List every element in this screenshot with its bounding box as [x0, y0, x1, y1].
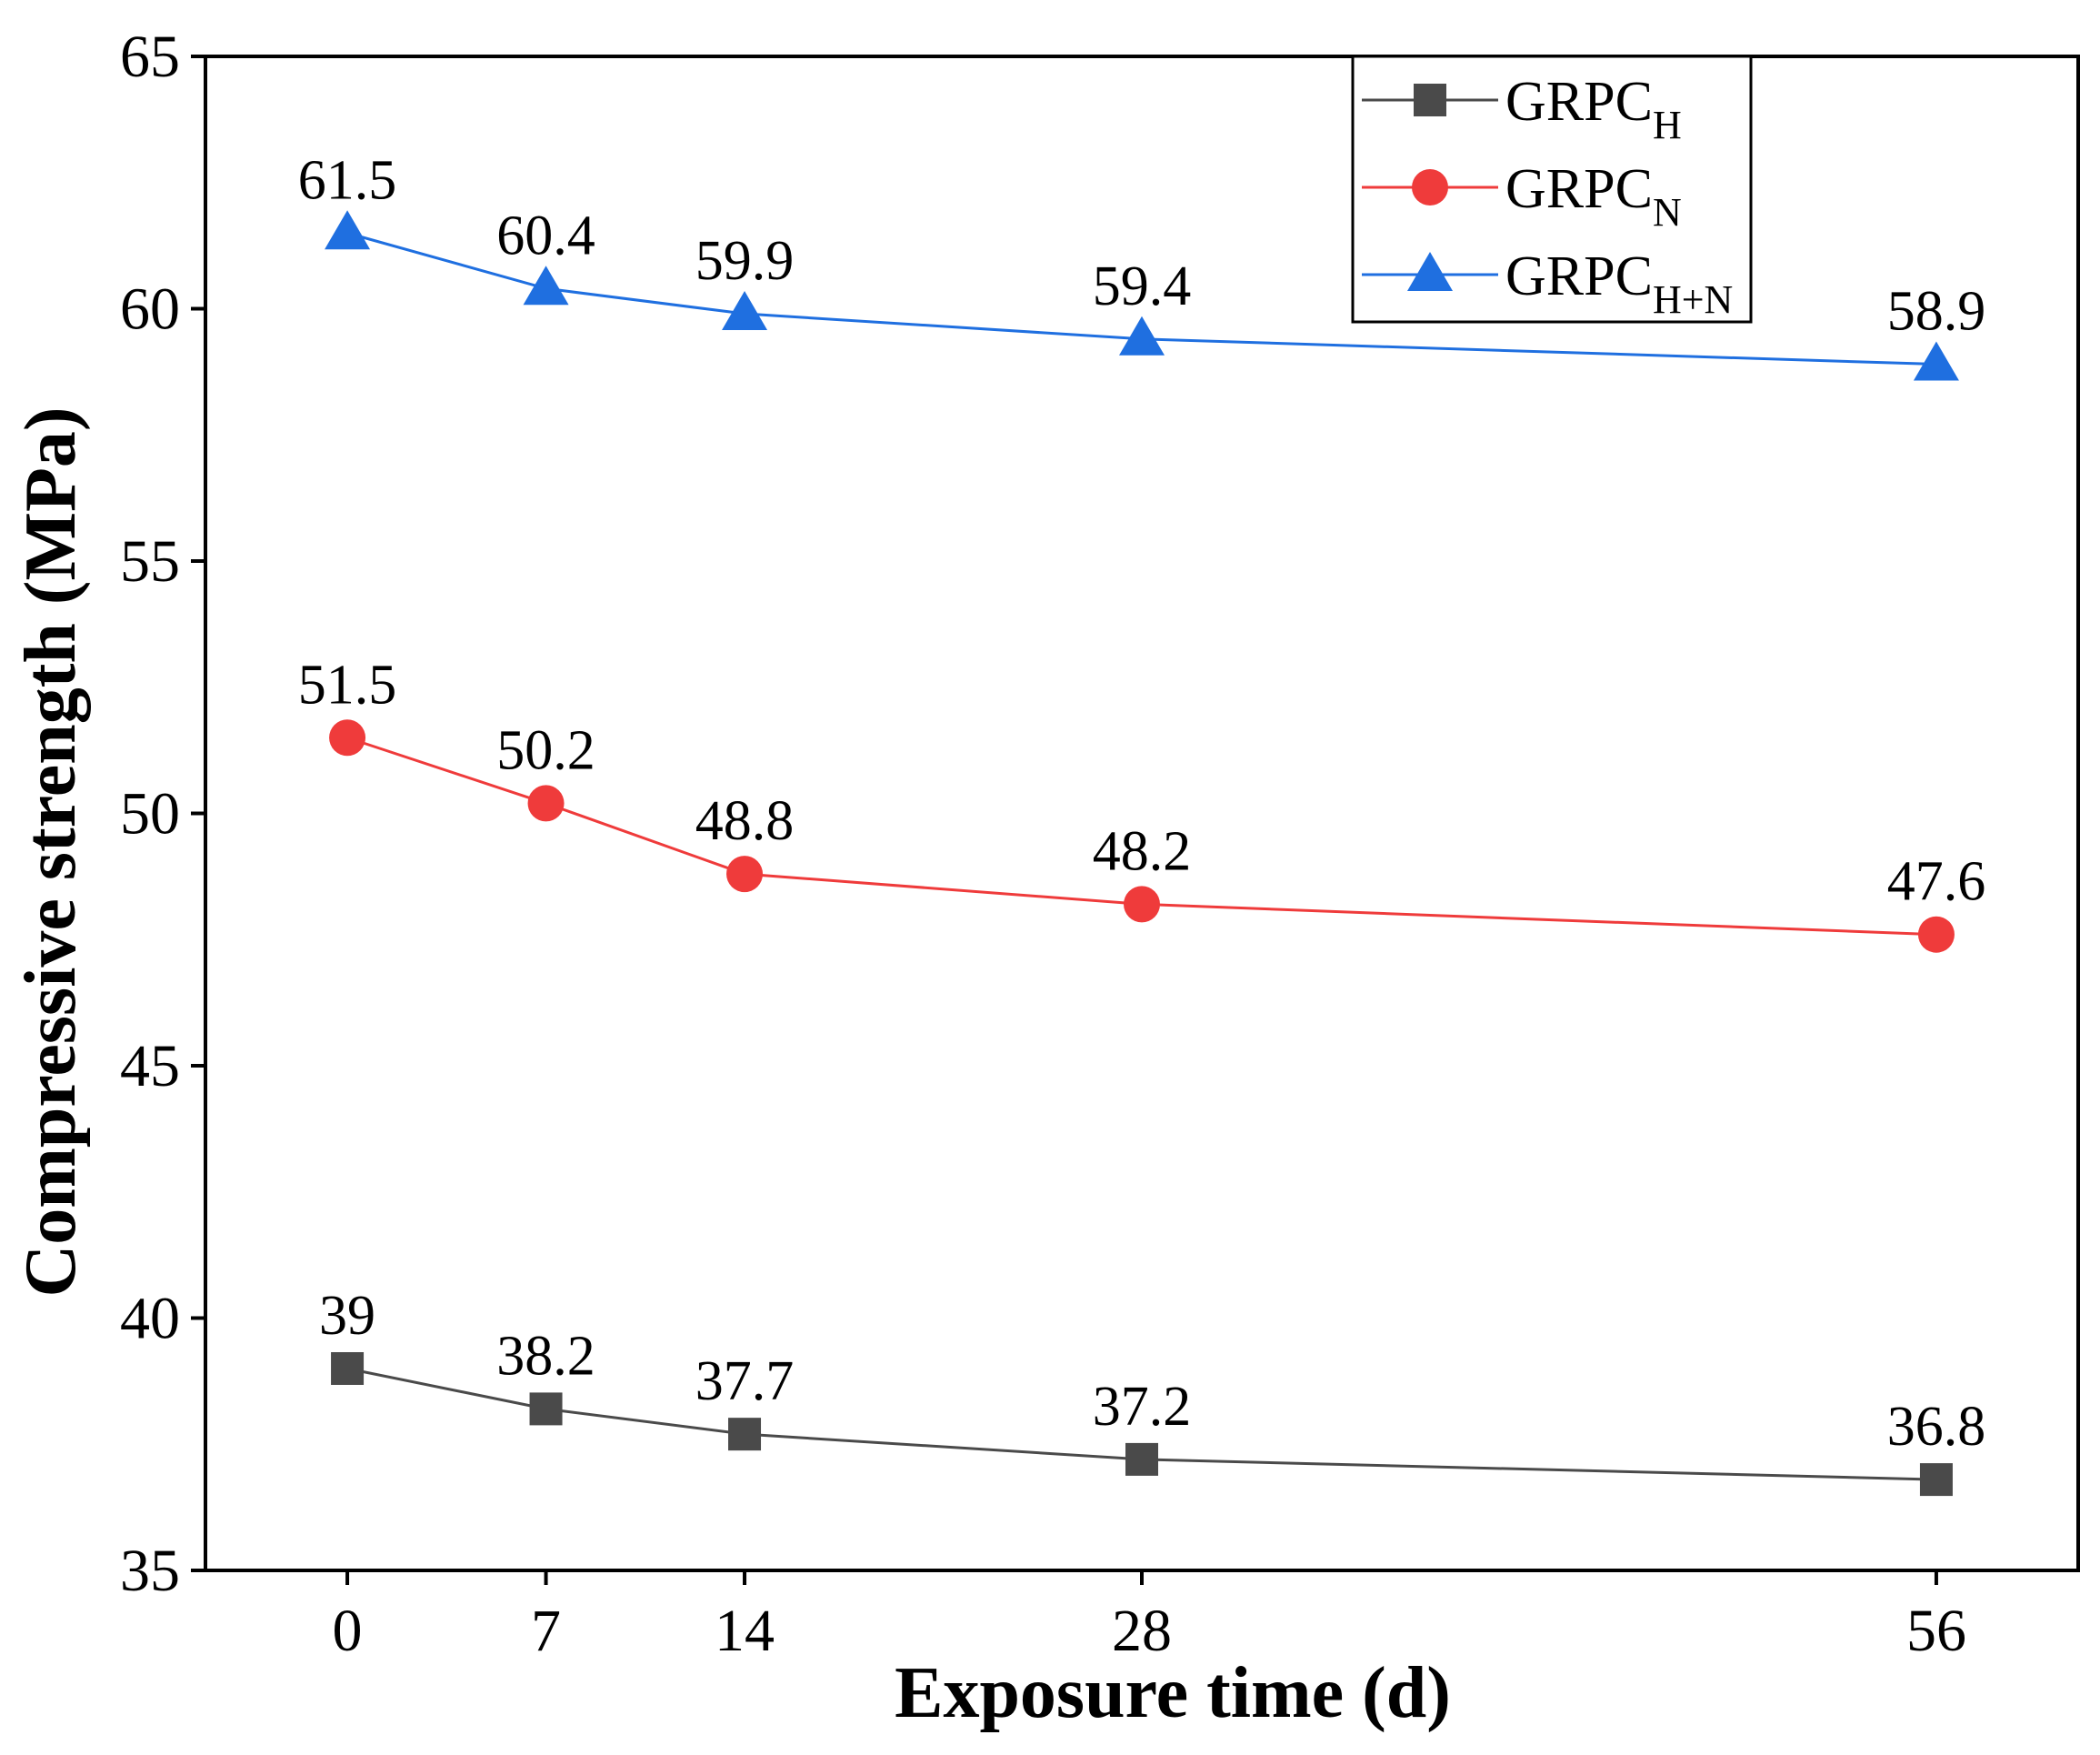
- series-n-label-4: 47.6: [1887, 851, 1986, 913]
- series-n-label-3: 48.2: [1093, 820, 1192, 882]
- series-h-n-point-1: [523, 266, 569, 306]
- legend-h-subscript: H: [1653, 103, 1682, 147]
- series-n-label-1: 50.2: [496, 719, 595, 781]
- y-tick-label-35: 35: [120, 1538, 180, 1604]
- y-tick-label-60: 60: [120, 276, 180, 343]
- series-n-point-4: [1917, 916, 1955, 953]
- series-group: [325, 210, 1959, 1497]
- series-h-n-label-1: 60.4: [496, 205, 595, 266]
- series-n-label-2: 48.8: [695, 790, 795, 852]
- series-h-n-label-4: 58.9: [1887, 281, 1986, 343]
- series-n-point-1: [527, 785, 565, 822]
- series-n-point-3: [1124, 886, 1160, 923]
- y-tick-label-55: 55: [120, 528, 180, 595]
- data-labels-group: 39 38.2 37.7 37.2 36.8 51.5 50.2 48.8 48.2 47.6 61…: [298, 149, 1985, 1458]
- x-tick-label-7: 7: [531, 1598, 561, 1664]
- series-h-label-1: 38.2: [496, 1325, 595, 1387]
- legend-n-marker: [1412, 169, 1448, 206]
- series-h-n-label-2: 59.9: [695, 230, 795, 292]
- y-tick-label-45: 45: [120, 1033, 180, 1099]
- y-axis-title: Compressive strength (MPa): [11, 406, 91, 1297]
- legend-n-subscript: N: [1653, 190, 1682, 235]
- y-tick-label-40: 40: [120, 1286, 180, 1352]
- x-tick-label-0: 0: [333, 1598, 363, 1664]
- series-h-n-point-4: [1913, 341, 1959, 381]
- y-tick-label-50: 50: [120, 781, 180, 847]
- series-h-n-point-2: [722, 291, 768, 331]
- series-h-point-4: [1919, 1463, 1953, 1497]
- legend-h-n-marker: [1407, 252, 1453, 291]
- legend-h-n-subscript: H+N: [1653, 277, 1733, 322]
- series-h-n-point-3: [1119, 316, 1165, 356]
- series-n-point-0: [329, 719, 366, 757]
- x-tick-label-56: 56: [1906, 1598, 1966, 1664]
- x-tick-label-14: 14: [715, 1598, 775, 1664]
- legend-h-marker: [1414, 84, 1446, 116]
- legend-n-label: GRPCN: [1505, 158, 1682, 235]
- series-h-label-3: 37.2: [1093, 1376, 1192, 1438]
- series-h-point-2: [728, 1418, 762, 1451]
- series-n-label-0: 51.5: [298, 654, 397, 716]
- series-h-point-3: [1125, 1442, 1158, 1476]
- x-axis-title: Exposure time (d): [895, 1653, 1451, 1733]
- series-n-point-2: [726, 856, 764, 893]
- y-tick-label-65: 65: [120, 24, 180, 90]
- axes-group: 35 40 45 50 55 60 65 0 7 14 28 56: [120, 24, 2080, 1664]
- series-h-n-label-0: 61.5: [298, 149, 397, 211]
- series-h-label-2: 37.7: [695, 1350, 795, 1412]
- series-h-point-0: [331, 1352, 365, 1385]
- series-h-n-label-3: 59.4: [1093, 256, 1192, 317]
- series-h-n-point-0: [325, 210, 371, 250]
- x-tick-label-28: 28: [1112, 1598, 1172, 1664]
- series-h-point-1: [529, 1392, 563, 1426]
- series-h-label-0: 39: [319, 1285, 375, 1347]
- series-h-label-4: 36.8: [1887, 1396, 1986, 1458]
